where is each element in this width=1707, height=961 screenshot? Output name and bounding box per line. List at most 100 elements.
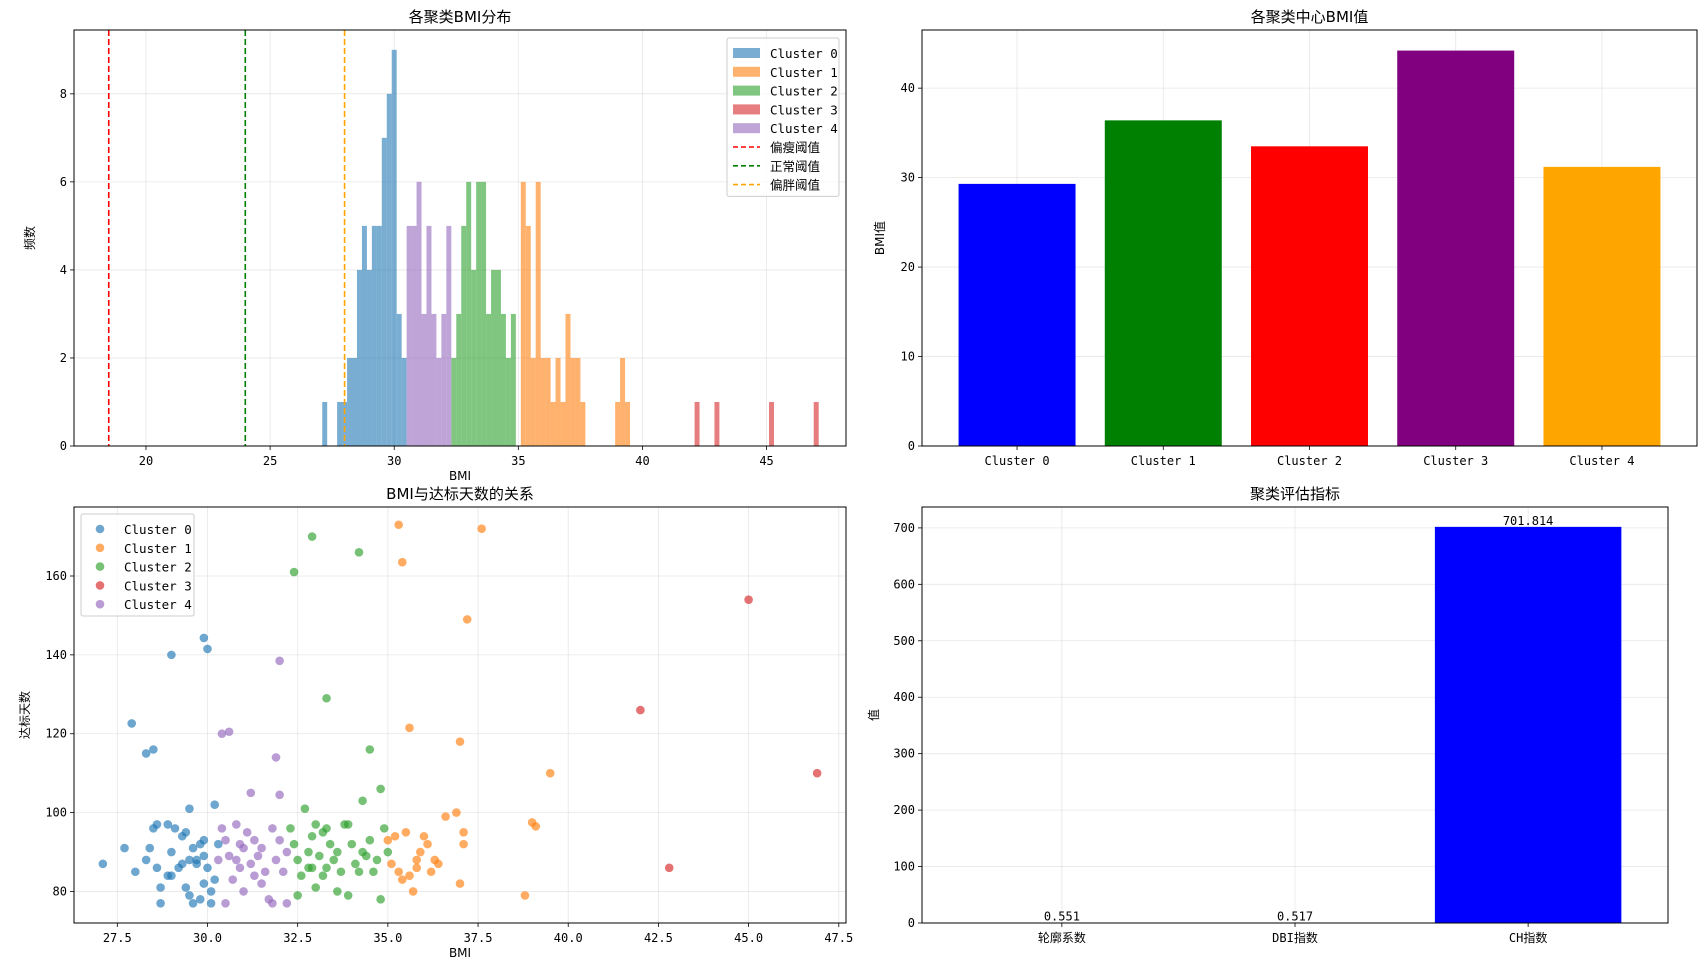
y-tick-label: 100: [45, 806, 67, 820]
y-tick-label: 120: [45, 727, 67, 741]
scatter-point: [224, 727, 234, 737]
scatter-point: [213, 855, 223, 865]
histogram-bar: [441, 313, 447, 446]
x-tick-label: 轮廓系数: [1038, 930, 1086, 945]
scatter-point: [664, 863, 674, 873]
scatter-point: [307, 831, 317, 841]
scatter-point: [419, 831, 429, 841]
histogram-bar: [481, 181, 487, 446]
histogram-bar: [342, 401, 348, 446]
legend-label: Cluster 3: [770, 102, 838, 117]
scatter-point: [167, 847, 176, 857]
histogram-bar: [535, 181, 541, 446]
scatter-point: [149, 745, 158, 754]
histogram-bar: [615, 401, 621, 446]
scatter-point: [199, 835, 209, 845]
x-axis-label: BMI: [449, 946, 471, 960]
legend-swatch: [733, 48, 760, 58]
scatter-point: [455, 879, 465, 888]
histogram-bar: [356, 269, 362, 446]
scatter-point: [365, 835, 375, 845]
y-tick-label: 300: [893, 747, 915, 761]
scatter-point: [452, 808, 461, 817]
scatter-point: [293, 855, 302, 865]
x-tick-label: Cluster 0: [985, 454, 1050, 468]
y-tick-label: 10: [901, 350, 915, 364]
y-tick-label: 0: [60, 439, 67, 453]
histogram-bar: [476, 181, 482, 446]
legend-label: Cluster 4: [124, 597, 192, 612]
x-tick-label: DBI指数: [1272, 930, 1318, 945]
histogram-bar: [570, 357, 576, 446]
x-tick-label: 32.5: [283, 931, 312, 945]
y-axis-label: 达标天数: [17, 691, 32, 739]
scatter-point: [170, 824, 180, 833]
scatter-point: [260, 867, 270, 877]
scatter-point: [329, 855, 339, 865]
scatter-point: [199, 879, 209, 888]
histogram-bar: [386, 93, 392, 446]
y-axis-label: 值: [866, 709, 881, 721]
scatter-point: [275, 835, 284, 845]
scatter-point: [286, 824, 295, 833]
histogram-bar: [520, 181, 526, 446]
scatter-point: [293, 891, 302, 900]
scatter-point: [185, 855, 194, 865]
scatter-point: [336, 867, 346, 877]
legend: Cluster 0 Cluster 1 Cluster 2 Cluster 3 Clus…: [80, 513, 195, 617]
legend-label: Cluster 2: [124, 560, 192, 575]
panel-1: 各聚类中心BMI值 0 10 20 30 40 Cluster 0 Cluster 1 Clus…: [872, 8, 1698, 468]
scatter-point: [210, 800, 219, 810]
scatter-point: [217, 729, 227, 739]
chart-title: 各聚类BMI分布: [409, 8, 512, 26]
histogram-bar: [694, 401, 700, 446]
scatter-point: [325, 839, 335, 849]
histogram-bar: [446, 225, 452, 446]
histogram-bar: [436, 357, 442, 446]
scatter-point: [358, 796, 367, 806]
scatter-point: [333, 887, 342, 896]
x-tick-label: 30: [387, 454, 401, 468]
histogram-bar: [426, 225, 432, 446]
legend-label: Cluster 4: [770, 121, 838, 136]
histogram-bar: [411, 225, 417, 446]
scatter-point: [383, 835, 393, 845]
scatter-point: [311, 820, 321, 829]
scatter-point: [282, 898, 292, 908]
legend-swatch: [733, 66, 760, 77]
scatter-point: [343, 891, 353, 900]
scatter-point: [405, 723, 414, 733]
scatter-point: [217, 824, 227, 833]
scatter-point: [459, 828, 468, 837]
scatter-point: [423, 839, 432, 849]
histogram-bar: [471, 269, 477, 446]
histogram-bar: [416, 181, 422, 446]
bar-value-label: 0.551: [1044, 910, 1080, 924]
y-tick-label: 20: [901, 260, 915, 274]
histogram-bar: [456, 313, 462, 446]
legend-marker: [95, 599, 105, 609]
histogram-bar: [406, 225, 412, 446]
bar: [1434, 526, 1622, 923]
scatter-point: [441, 812, 450, 821]
scatter-point: [210, 875, 219, 884]
histogram-bar: [466, 181, 472, 446]
axes-frame: [73, 506, 847, 924]
y-axis-label: 频数: [22, 226, 37, 250]
scatter-point: [224, 851, 234, 861]
y-tick-label: 80: [53, 884, 67, 898]
scatter-point: [520, 891, 530, 900]
scatter-point: [242, 828, 252, 837]
scatter-point: [199, 851, 209, 861]
scatter-point: [322, 824, 331, 833]
x-tick-label: CH指数: [1509, 930, 1547, 945]
scatter-point: [636, 705, 645, 715]
scatter-point: [181, 828, 191, 837]
x-tick-label: 45.0: [734, 931, 763, 945]
y-tick-label: 8: [60, 87, 67, 101]
scatter-point: [358, 847, 367, 857]
x-tick-label: 30.0: [193, 931, 222, 945]
scatter-point: [221, 898, 230, 908]
legend-marker: [95, 581, 105, 590]
